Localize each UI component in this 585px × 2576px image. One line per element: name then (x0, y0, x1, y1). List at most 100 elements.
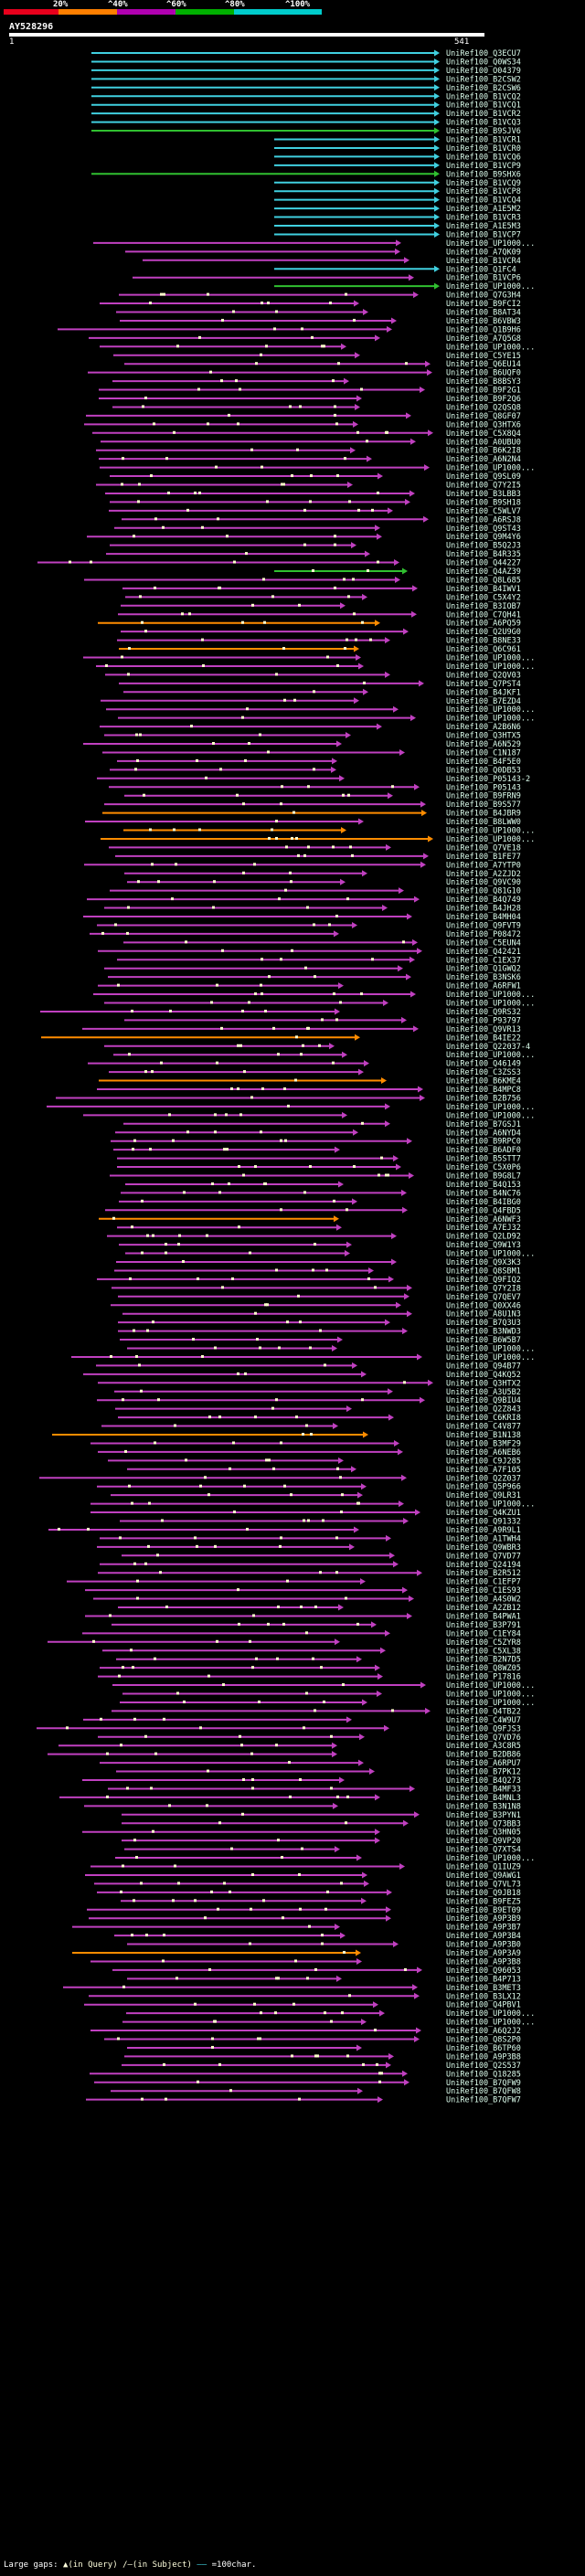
hit-label[interactable]: UniRef100_Q94B77 (446, 1362, 521, 1371)
hit-label[interactable]: UniRef100_B1VCR4 (446, 257, 521, 266)
hit-label[interactable]: UniRef100_B6W5B7 (446, 1336, 521, 1345)
hit-label[interactable]: UniRef100_A6Q2J2 (446, 2027, 521, 2036)
hit-label[interactable]: UniRef100_C5X8Q4 (446, 429, 521, 439)
hit-label[interactable]: UniRef100_B6KME4 (446, 1077, 521, 1087)
hit-label[interactable]: UniRef100_Q7VE18 (446, 843, 521, 853)
hit-label[interactable]: UniRef100_P05143 (446, 783, 521, 792)
hit-label[interactable]: UniRef100_P93797 (446, 1016, 521, 1025)
hit-label[interactable]: UniRef100_A9P3B8 (446, 2052, 521, 2062)
hit-label[interactable]: UniRef100_B9F2Q6 (446, 395, 521, 404)
hit-label[interactable]: UniRef100_C1EFP7 (446, 1578, 521, 1587)
hit-label[interactable]: UniRef100_UP1000... (446, 1345, 535, 1354)
hit-label[interactable]: UniRef100_UP1000... (446, 464, 535, 473)
hit-label[interactable]: UniRef100_B8NE33 (446, 637, 521, 646)
hit-label[interactable]: UniRef100_A8U1N3 (446, 1310, 521, 1320)
hit-label[interactable]: UniRef100_C5YE15 (446, 352, 521, 361)
hit-label[interactable]: UniRef100_A7F105 (446, 1466, 521, 1475)
hit-label[interactable]: UniRef100_B1VCR2 (446, 110, 521, 119)
hit-label[interactable]: UniRef100_Q7VD76 (446, 1733, 521, 1743)
hit-label[interactable]: UniRef100_B4IWV1 (446, 585, 521, 594)
hit-label[interactable]: UniRef100_B7QFW9 (446, 2079, 521, 2088)
hit-label[interactable]: UniRef100_Q2U9G0 (446, 628, 521, 637)
hit-label[interactable]: UniRef100_Q8L685 (446, 576, 521, 585)
hit-label[interactable]: UniRef100_Q4KQ52 (446, 1371, 521, 1380)
hit-label[interactable]: UniRef100_UP1000... (446, 835, 535, 844)
hit-label[interactable]: UniRef100_Q91332 (446, 1518, 521, 1527)
hit-label[interactable]: UniRef100_B4Q273 (446, 1776, 521, 1786)
hit-label[interactable]: UniRef100_UP1000... (446, 1250, 535, 1259)
hit-label[interactable]: UniRef100_Q9FVT9 (446, 921, 521, 930)
hit-label[interactable]: UniRef100_UP1000... (446, 2009, 535, 2019)
hit-label[interactable]: UniRef100_B7Q3U3 (446, 1319, 521, 1328)
hit-label[interactable]: UniRef100_Q3HTX2 (446, 1379, 521, 1388)
hit-label[interactable]: UniRef100_UP1000... (446, 663, 535, 672)
hit-label[interactable]: UniRef100_A3C8R5 (446, 1742, 521, 1751)
hit-label[interactable]: UniRef100_Q81G10 (446, 887, 521, 896)
hit-label[interactable]: UniRef100_Q4FBD5 (446, 1206, 521, 1215)
hit-label[interactable]: UniRef100_UP1000... (446, 654, 535, 663)
hit-label[interactable]: UniRef100_A7EJ32 (446, 1224, 521, 1233)
hit-label[interactable]: UniRef100_A6RSJ8 (446, 515, 521, 525)
hit-label[interactable]: UniRef100_B4NC76 (446, 1189, 521, 1198)
hit-label[interactable]: UniRef100_Q4PBV1 (446, 2001, 521, 2010)
hit-label[interactable]: UniRef100_UP1000... (446, 1699, 535, 1708)
hit-label[interactable]: UniRef100_Q18285 (446, 2070, 521, 2079)
hit-label[interactable]: UniRef100_B9SHX6 (446, 170, 521, 179)
hit-label[interactable]: UniRef100_Q7G3H4 (446, 292, 521, 301)
hit-label[interactable]: UniRef100_B4JH28 (446, 905, 521, 914)
hit-label[interactable]: UniRef100_UP1000... (446, 1681, 535, 1691)
hit-label[interactable]: UniRef100_Q2Z037 (446, 1474, 521, 1483)
hit-label[interactable]: UniRef100_Q9FJS3 (446, 1724, 521, 1733)
hit-label[interactable]: UniRef100_B9S577 (446, 800, 521, 810)
hit-label[interactable]: UniRef100_Q4KZU1 (446, 1509, 521, 1518)
hit-label[interactable]: UniRef100_B9SJV6 (446, 127, 521, 136)
hit-label[interactable]: UniRef100_B3NSK6 (446, 973, 521, 982)
hit-label[interactable]: UniRef100_Q3HN05 (446, 1829, 521, 1838)
hit-label[interactable]: UniRef100_B7PK12 (446, 1768, 521, 1777)
hit-label[interactable]: UniRef100_B1VCQ9 (446, 179, 521, 188)
hit-label[interactable]: UniRef100_Q7PST4 (446, 680, 521, 689)
hit-label[interactable]: UniRef100_Q8WZ05 (446, 1664, 521, 1673)
hit-label[interactable]: UniRef100_B6VBW3 (446, 317, 521, 326)
hit-label[interactable]: UniRef100_B9FCI2 (446, 300, 521, 309)
hit-label[interactable]: UniRef100_B9F2G1 (446, 387, 521, 396)
hit-label[interactable]: UniRef100_Q0DB53 (446, 766, 521, 775)
hit-label[interactable]: UniRef100_Q9SL09 (446, 472, 521, 482)
hit-label[interactable]: UniRef100_B3N1N8 (446, 1802, 521, 1811)
hit-label[interactable]: UniRef100_B1VCR0 (446, 144, 521, 154)
hit-label[interactable]: UniRef100_A7QK09 (446, 248, 521, 257)
hit-label[interactable]: UniRef100_B8LWW0 (446, 818, 521, 827)
hit-label[interactable]: UniRef100_B4P713 (446, 1975, 521, 1984)
hit-label[interactable]: UniRef100_Q2S537 (446, 2062, 521, 2071)
hit-label[interactable]: UniRef100_B4MF33 (446, 1785, 521, 1794)
hit-label[interactable]: UniRef100_Q24194 (446, 1561, 521, 1570)
hit-label[interactable]: UniRef100_C1EX37 (446, 956, 521, 965)
hit-label[interactable]: UniRef100_B8AT34 (446, 309, 521, 318)
hit-label[interactable]: UniRef100_Q5P966 (446, 1483, 521, 1492)
hit-label[interactable]: UniRef100_Q6EU14 (446, 360, 521, 369)
hit-label[interactable]: UniRef100_B6ADF0 (446, 1146, 521, 1155)
hit-label[interactable]: UniRef100_P17816 (446, 1673, 521, 1682)
hit-label[interactable]: UniRef100_B2DB86 (446, 1751, 521, 1760)
hit-label[interactable]: UniRef100_UP1000... (446, 1111, 535, 1120)
hit-label[interactable]: UniRef100_B5STT7 (446, 1155, 521, 1164)
hit-label[interactable]: UniRef100_Q9VR13 (446, 1025, 521, 1034)
hit-label[interactable]: UniRef100_C6KRI8 (446, 1414, 521, 1423)
hit-label[interactable]: UniRef100_Q7VD77 (446, 1552, 521, 1561)
hit-label[interactable]: UniRef100_B2CSW2 (446, 75, 521, 84)
hit-label[interactable]: UniRef100_B3LX12 (446, 1992, 521, 2001)
hit-label[interactable]: UniRef100_Q2QV03 (446, 671, 521, 680)
hit-label[interactable]: UniRef100_Q1FC4 (446, 265, 516, 274)
hit-label[interactable]: UniRef100_C5X4Y2 (446, 593, 521, 602)
hit-label[interactable]: UniRef100_B7QFW8 (446, 2087, 521, 2096)
hit-label[interactable]: UniRef100_B7EZD4 (446, 697, 521, 706)
hit-label[interactable]: UniRef100_B9SH18 (446, 498, 521, 507)
hit-label[interactable]: UniRef100_B7GSJ1 (446, 1120, 521, 1129)
hit-label[interactable]: UniRef100_B6TP60 (446, 2044, 521, 2053)
hit-label[interactable]: UniRef100_C5X0P6 (446, 1163, 521, 1172)
hit-label[interactable]: UniRef100_UP1000... (446, 1000, 535, 1009)
hit-label[interactable]: UniRef100_B1VCQ3 (446, 119, 521, 128)
hit-label[interactable]: UniRef100_B3LBB3 (446, 490, 521, 499)
hit-label[interactable]: UniRef100_Q9BIU4 (446, 1396, 521, 1405)
hit-label[interactable]: UniRef100_B1VCP9 (446, 162, 521, 171)
